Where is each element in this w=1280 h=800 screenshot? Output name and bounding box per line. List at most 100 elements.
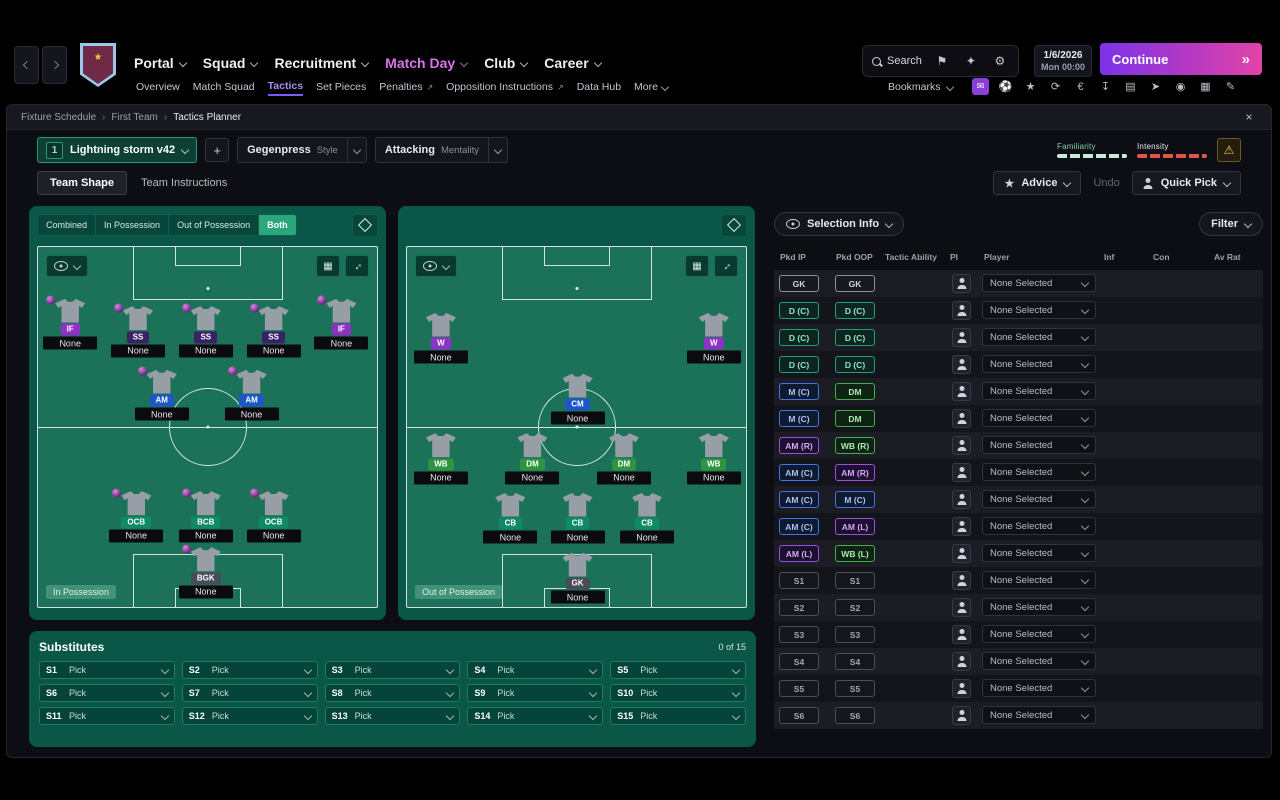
player-slot-cm[interactable]: CM None bbox=[548, 373, 608, 425]
date-time-display[interactable]: 1/6/2026 Mon 00:00 bbox=[1034, 45, 1092, 77]
flag-icon[interactable]: ⚑ bbox=[936, 54, 948, 68]
player-slot-bcb[interactable]: BCB None bbox=[176, 488, 236, 543]
pitch-options-button[interactable] bbox=[721, 213, 747, 237]
add-tactic-button[interactable]: + bbox=[205, 138, 230, 162]
player-slot-w[interactable]: W None bbox=[411, 312, 471, 364]
player-slot-bgk[interactable]: BGK None bbox=[176, 544, 236, 599]
nav-recruitment[interactable]: Recruitment bbox=[274, 55, 370, 71]
nav-club[interactable]: Club bbox=[484, 55, 529, 71]
view-tab-out-of-possession[interactable]: Out of Possession bbox=[169, 215, 260, 235]
nav-squad[interactable]: Squad bbox=[203, 55, 259, 71]
back-button[interactable] bbox=[14, 46, 39, 84]
subnav-opposition-instructions[interactable]: Opposition Instructions ↗ bbox=[446, 81, 564, 95]
nav-career[interactable]: Career bbox=[544, 55, 602, 71]
player-profile-button[interactable] bbox=[952, 463, 971, 482]
finances-icon[interactable]: € bbox=[1077, 80, 1084, 93]
subnav-tactics[interactable]: Tactics bbox=[267, 80, 304, 96]
player-profile-button[interactable] bbox=[952, 490, 971, 509]
pitch-view-select[interactable] bbox=[415, 255, 457, 277]
substitute-slot-s9[interactable]: S9 Pick bbox=[467, 684, 604, 702]
player-slot-ss[interactable]: SS None bbox=[176, 303, 236, 358]
player-select-dropdown[interactable]: None Selected bbox=[982, 625, 1096, 643]
nav-portal[interactable]: Portal bbox=[134, 55, 187, 71]
selection-info-dropdown[interactable]: Selection Info bbox=[774, 212, 905, 236]
player-select-dropdown[interactable]: None Selected bbox=[982, 409, 1096, 427]
player-select-dropdown[interactable]: None Selected bbox=[982, 652, 1096, 670]
club-crest[interactable] bbox=[80, 43, 116, 87]
search-button[interactable]: Search bbox=[872, 55, 922, 67]
player-slot-if[interactable]: IF None bbox=[311, 295, 371, 350]
tab-team-instructions[interactable]: Team Instructions bbox=[141, 177, 228, 189]
subnav-penalties[interactable]: Penalties ↗ bbox=[379, 81, 433, 95]
player-select-dropdown[interactable]: None Selected bbox=[982, 544, 1096, 562]
bookmarks-dropdown[interactable]: Bookmarks bbox=[888, 81, 954, 93]
player-profile-button[interactable] bbox=[952, 571, 971, 590]
player-profile-button[interactable] bbox=[952, 301, 971, 320]
messages-icon[interactable]: ✉ bbox=[972, 78, 989, 95]
player-slot-am[interactable]: AM None bbox=[222, 366, 282, 421]
player-profile-button[interactable] bbox=[952, 436, 971, 455]
subnav-more[interactable]: More bbox=[634, 81, 670, 95]
substitute-slot-s7[interactable]: S7 Pick bbox=[181, 684, 318, 702]
player-slot-am[interactable]: AM None bbox=[132, 366, 192, 421]
substitute-slot-s3[interactable]: S3 Pick bbox=[324, 661, 461, 679]
refresh-icon[interactable]: ⟳ bbox=[1050, 81, 1061, 93]
player-slot-cb[interactable]: CB None bbox=[617, 492, 677, 544]
player-slot-wb[interactable]: WB None bbox=[411, 433, 471, 485]
tab-team-shape[interactable]: Team Shape bbox=[37, 171, 127, 195]
player-profile-button[interactable] bbox=[952, 652, 971, 671]
expand-pitch-button[interactable]: ↔ bbox=[714, 255, 738, 277]
substitute-slot-s15[interactable]: S15 Pick bbox=[610, 707, 746, 725]
subnav-match-squad[interactable]: Match Squad bbox=[193, 81, 255, 95]
player-profile-button[interactable] bbox=[952, 598, 971, 617]
subnav-overview[interactable]: Overview bbox=[136, 81, 180, 95]
breadcrumb-item[interactable]: Fixture Schedule bbox=[21, 111, 97, 123]
subnav-data-hub[interactable]: Data Hub bbox=[577, 81, 621, 95]
substitute-slot-s6[interactable]: S6 Pick bbox=[39, 684, 175, 702]
player-profile-button[interactable] bbox=[952, 679, 971, 698]
player-select-dropdown[interactable]: None Selected bbox=[982, 274, 1096, 292]
awards-icon[interactable]: ★ bbox=[1025, 81, 1036, 93]
breadcrumb-item[interactable]: First Team bbox=[111, 111, 158, 123]
player-select-dropdown[interactable]: None Selected bbox=[982, 679, 1096, 697]
substitute-slot-s10[interactable]: S10 Pick bbox=[610, 684, 746, 702]
substitute-slot-s14[interactable]: S14 Pick bbox=[467, 707, 604, 725]
substitute-slot-s4[interactable]: S4 Pick bbox=[467, 661, 604, 679]
player-slot-cb[interactable]: CB None bbox=[548, 492, 608, 544]
settings-gear-icon[interactable]: ⚙ bbox=[994, 54, 1006, 68]
player-slot-gk[interactable]: GK None bbox=[548, 552, 608, 604]
player-select-dropdown[interactable]: None Selected bbox=[982, 436, 1096, 454]
substitute-slot-s2[interactable]: S2 Pick bbox=[181, 661, 318, 679]
player-select-dropdown[interactable]: None Selected bbox=[982, 355, 1096, 373]
view-tab-combined[interactable]: Combined bbox=[38, 215, 97, 235]
reports-icon[interactable]: ▤ bbox=[1125, 81, 1136, 93]
player-profile-button[interactable] bbox=[952, 625, 971, 644]
player-profile-button[interactable] bbox=[952, 274, 971, 293]
download-icon[interactable]: ↧ bbox=[1100, 81, 1111, 93]
player-profile-button[interactable] bbox=[952, 706, 971, 725]
calendar-icon[interactable]: ▦ bbox=[1200, 81, 1211, 93]
player-select-dropdown[interactable]: None Selected bbox=[982, 328, 1096, 346]
mentality-select[interactable]: Attacking Mentality bbox=[374, 137, 508, 163]
subnav-set-pieces[interactable]: Set Pieces bbox=[316, 81, 366, 95]
substitute-slot-s8[interactable]: S8 Pick bbox=[324, 684, 461, 702]
breadcrumb-item[interactable]: Tactics Planner bbox=[173, 111, 242, 123]
substitute-slot-s11[interactable]: S11 Pick bbox=[39, 707, 175, 725]
player-slot-ss[interactable]: SS None bbox=[244, 303, 304, 358]
substitute-slot-s12[interactable]: S12 Pick bbox=[181, 707, 318, 725]
player-profile-button[interactable] bbox=[952, 355, 971, 374]
view-tab-both[interactable]: Both bbox=[259, 215, 296, 235]
substitute-slot-s13[interactable]: S13 Pick bbox=[324, 707, 461, 725]
player-profile-button[interactable] bbox=[952, 328, 971, 347]
player-select-dropdown[interactable]: None Selected bbox=[982, 490, 1096, 508]
expand-pitch-button[interactable]: ↔ bbox=[345, 255, 369, 277]
undo-button[interactable]: Undo bbox=[1093, 177, 1120, 189]
player-slot-dm[interactable]: DM None bbox=[594, 433, 654, 485]
player-select-dropdown[interactable]: None Selected bbox=[982, 706, 1096, 724]
nav-match-day[interactable]: Match Day bbox=[385, 55, 469, 71]
intensity-warning-button[interactable]: ⚠ bbox=[1217, 138, 1241, 162]
close-button[interactable]: × bbox=[1245, 110, 1253, 124]
assistant-icon[interactable]: ✦ bbox=[965, 54, 976, 68]
player-profile-button[interactable] bbox=[952, 544, 971, 563]
advice-button[interactable]: ★ Advice bbox=[993, 171, 1082, 195]
